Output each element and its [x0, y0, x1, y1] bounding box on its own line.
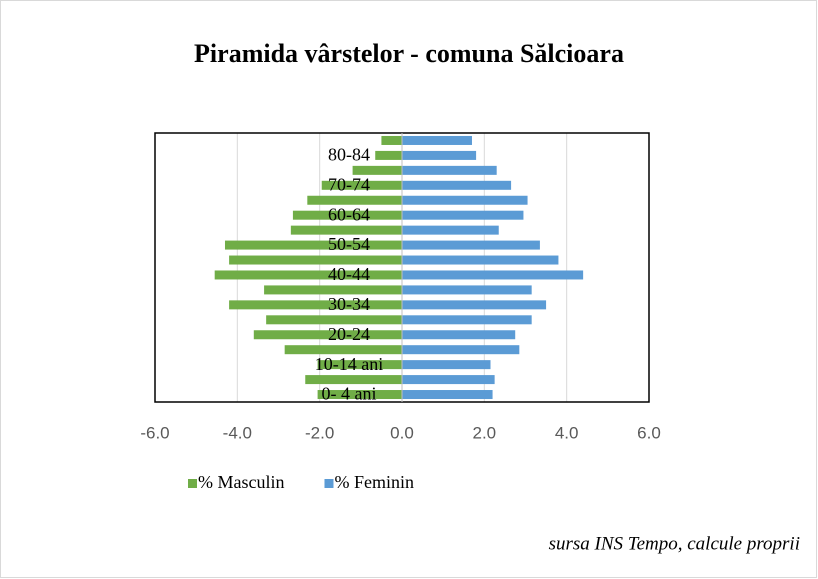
- bar: [402, 225, 499, 235]
- y-tick-label: 50-54: [328, 234, 370, 254]
- source-note: sursa INS Tempo, calcule proprii: [549, 533, 800, 554]
- bar: [402, 165, 497, 175]
- y-tick-label: 20-24: [328, 324, 370, 344]
- bar: [402, 180, 512, 190]
- bar: [229, 255, 402, 265]
- legend-swatch: [188, 479, 197, 488]
- bar: [292, 210, 402, 220]
- y-tick-label: 60-64: [328, 204, 370, 224]
- bar: [402, 390, 493, 400]
- bar: [224, 240, 402, 250]
- bar: [402, 360, 491, 370]
- bar: [402, 150, 477, 160]
- bar: [402, 195, 528, 205]
- bar: [375, 150, 402, 160]
- bar: [307, 195, 402, 205]
- y-tick-label: 10-14 ani: [315, 354, 383, 374]
- bar: [402, 285, 532, 295]
- y-tick-label: 0- 4 ani: [322, 384, 377, 404]
- chart-title: Piramida vârstelor - comuna Sălcioara: [194, 39, 624, 68]
- bar: [402, 300, 547, 310]
- bar: [402, 315, 532, 325]
- x-tick-label: 6.0: [637, 423, 661, 442]
- y-tick-label: 30-34: [328, 294, 370, 314]
- y-tick-label: 40-44: [328, 264, 370, 284]
- x-tick-label: 0.0: [390, 423, 414, 442]
- bar: [402, 375, 495, 385]
- bar: [402, 255, 559, 265]
- bar: [284, 345, 402, 355]
- x-tick-label: -4.0: [223, 423, 252, 442]
- y-tick-label: 70-74: [328, 174, 370, 194]
- bar: [253, 330, 402, 340]
- bar: [321, 180, 402, 190]
- bar: [402, 210, 524, 220]
- x-tick-label: 2.0: [473, 423, 497, 442]
- bar: [402, 240, 540, 250]
- bar: [402, 135, 472, 145]
- bar: [214, 270, 402, 280]
- bar: [317, 390, 402, 400]
- bar: [266, 315, 402, 325]
- bar: [381, 135, 402, 145]
- bar: [402, 330, 516, 340]
- legend-label: % Feminin: [334, 472, 414, 492]
- x-tick-label: -2.0: [305, 423, 334, 442]
- legend-label: % Masculin: [198, 472, 284, 492]
- bar: [290, 225, 402, 235]
- bar: [264, 285, 402, 295]
- x-tick-label: 4.0: [555, 423, 579, 442]
- bar: [317, 360, 402, 370]
- x-tick-label: -6.0: [140, 423, 169, 442]
- bar: [229, 300, 402, 310]
- bar: [305, 375, 402, 385]
- bar: [352, 165, 402, 175]
- y-tick-label: 80-84: [328, 145, 370, 165]
- bar: [402, 345, 520, 355]
- bar: [402, 270, 584, 280]
- legend-swatch: [324, 479, 334, 488]
